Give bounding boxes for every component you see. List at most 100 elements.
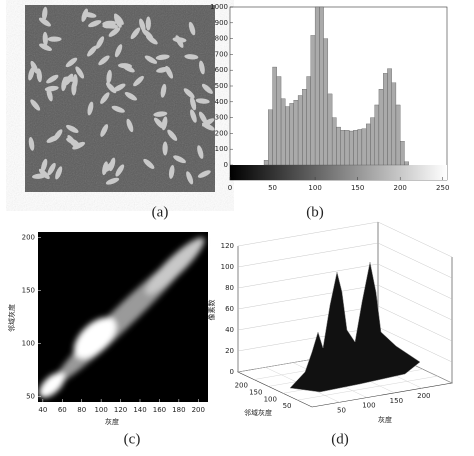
caption: (d) bbox=[331, 431, 349, 447]
x-tick-label: 250 bbox=[436, 184, 449, 192]
rice-grain bbox=[160, 83, 167, 98]
rice-grain bbox=[55, 166, 63, 180]
y-tick-label: 900 bbox=[215, 19, 228, 27]
histogram-bar bbox=[374, 104, 380, 166]
rice-grain bbox=[124, 91, 137, 101]
x-axis-label: 灰度 bbox=[378, 415, 392, 424]
histogram-bar bbox=[361, 128, 367, 166]
y-tick-label: 50 bbox=[283, 402, 292, 410]
surface-plot: 0204060801001205010015020050100150200灰度邻… bbox=[207, 221, 453, 424]
x-tick-label: 150 bbox=[390, 397, 403, 405]
z-tick-label: 120 bbox=[221, 242, 234, 250]
rice-grain bbox=[167, 129, 178, 141]
y-tick-label: 800 bbox=[215, 35, 228, 43]
rice-grain bbox=[143, 158, 155, 169]
y-tick-label: 500 bbox=[215, 82, 228, 90]
y-tick-label: 100 bbox=[264, 395, 277, 403]
rice-grain bbox=[154, 117, 165, 129]
rice-grain bbox=[133, 75, 144, 87]
rice-grain bbox=[82, 11, 97, 18]
rice-grain bbox=[197, 145, 204, 159]
y-tick-label: 200 bbox=[22, 233, 35, 241]
rice-grain bbox=[197, 170, 211, 178]
z-axis-label: 像素数 bbox=[207, 300, 216, 321]
rice-image bbox=[25, 5, 215, 192]
y-tick-label: 100 bbox=[215, 145, 228, 153]
rice-grain bbox=[130, 27, 141, 40]
y-grid bbox=[297, 375, 438, 401]
histogram-bar bbox=[302, 89, 307, 166]
grid-line bbox=[237, 263, 453, 300]
rice-grain bbox=[102, 20, 117, 27]
rice-grain bbox=[75, 66, 85, 79]
x-tick-label: 50 bbox=[268, 184, 277, 192]
rice-grain bbox=[28, 66, 35, 81]
rice-grain bbox=[144, 55, 158, 64]
rice-grain bbox=[114, 44, 123, 58]
rice-grain bbox=[102, 161, 109, 176]
rice-grain bbox=[153, 111, 168, 117]
rice-grain bbox=[66, 124, 79, 133]
x-tick-label: 80 bbox=[77, 406, 86, 414]
rice-grain bbox=[199, 60, 205, 75]
y-tick-label: 150 bbox=[22, 286, 35, 294]
x-tick-label: 160 bbox=[153, 406, 166, 414]
x-axis-label: 灰度 bbox=[105, 417, 119, 426]
caption: (a) bbox=[152, 204, 169, 220]
surface bbox=[289, 261, 421, 393]
rice-grain bbox=[30, 99, 41, 111]
density-band bbox=[145, 237, 205, 295]
rice-grain bbox=[168, 164, 175, 179]
y-tick-label: 150 bbox=[249, 388, 262, 396]
y-tick-label: 0 bbox=[224, 161, 228, 169]
rice-grain bbox=[188, 21, 196, 36]
x-tick-label: 140 bbox=[133, 406, 146, 414]
rice-grain bbox=[155, 54, 170, 60]
rice-grain bbox=[38, 168, 50, 180]
rice-grain bbox=[190, 109, 197, 123]
rice-grain bbox=[95, 36, 105, 49]
captions: (a) (b) (c) (d) bbox=[124, 204, 349, 447]
x-tick-label: 200 bbox=[417, 392, 430, 400]
histogram-bar bbox=[383, 73, 388, 166]
histogram-bar bbox=[327, 93, 333, 166]
x-tick-label: 40 bbox=[38, 406, 47, 414]
rice-grain bbox=[145, 16, 151, 31]
rice-grain bbox=[139, 18, 146, 33]
rice-grain bbox=[126, 118, 134, 133]
rice-grain bbox=[108, 27, 121, 37]
x-tick-label: 200 bbox=[192, 406, 205, 414]
grid-line bbox=[237, 221, 453, 258]
rice-grain bbox=[42, 31, 48, 46]
rice-grain bbox=[42, 6, 48, 21]
histogram-bar bbox=[336, 126, 341, 166]
y-tick-label: 400 bbox=[215, 98, 228, 106]
histogram-bar bbox=[280, 98, 286, 166]
density-cloud bbox=[39, 237, 205, 398]
rice-grain bbox=[63, 76, 78, 82]
rice-grain bbox=[100, 124, 109, 137]
grid-line bbox=[237, 242, 453, 279]
histogram-bar bbox=[323, 38, 329, 166]
z-tick-label: 100 bbox=[221, 263, 234, 271]
x-tick-label: 100 bbox=[362, 402, 375, 410]
histogram-bar bbox=[387, 68, 392, 166]
histogram-bar bbox=[370, 117, 375, 166]
histogram-bar bbox=[331, 117, 337, 166]
z-tick-label: 60 bbox=[225, 305, 234, 313]
rice-grain bbox=[87, 45, 98, 57]
histogram-bar bbox=[357, 129, 363, 166]
rice-grain bbox=[87, 101, 94, 116]
histogram-bar bbox=[340, 130, 346, 166]
rice-grain bbox=[30, 60, 39, 74]
histogram-bar bbox=[319, 6, 324, 166]
rice-grain bbox=[100, 92, 110, 104]
histogram-bar bbox=[263, 160, 269, 166]
y-axis-label: 邻域灰度 bbox=[244, 408, 272, 417]
histogram-bar bbox=[268, 109, 273, 166]
histogram-bar bbox=[353, 130, 358, 166]
x-tick-label: 120 bbox=[114, 406, 127, 414]
rice-grain bbox=[105, 177, 120, 185]
caption: (b) bbox=[306, 204, 324, 220]
